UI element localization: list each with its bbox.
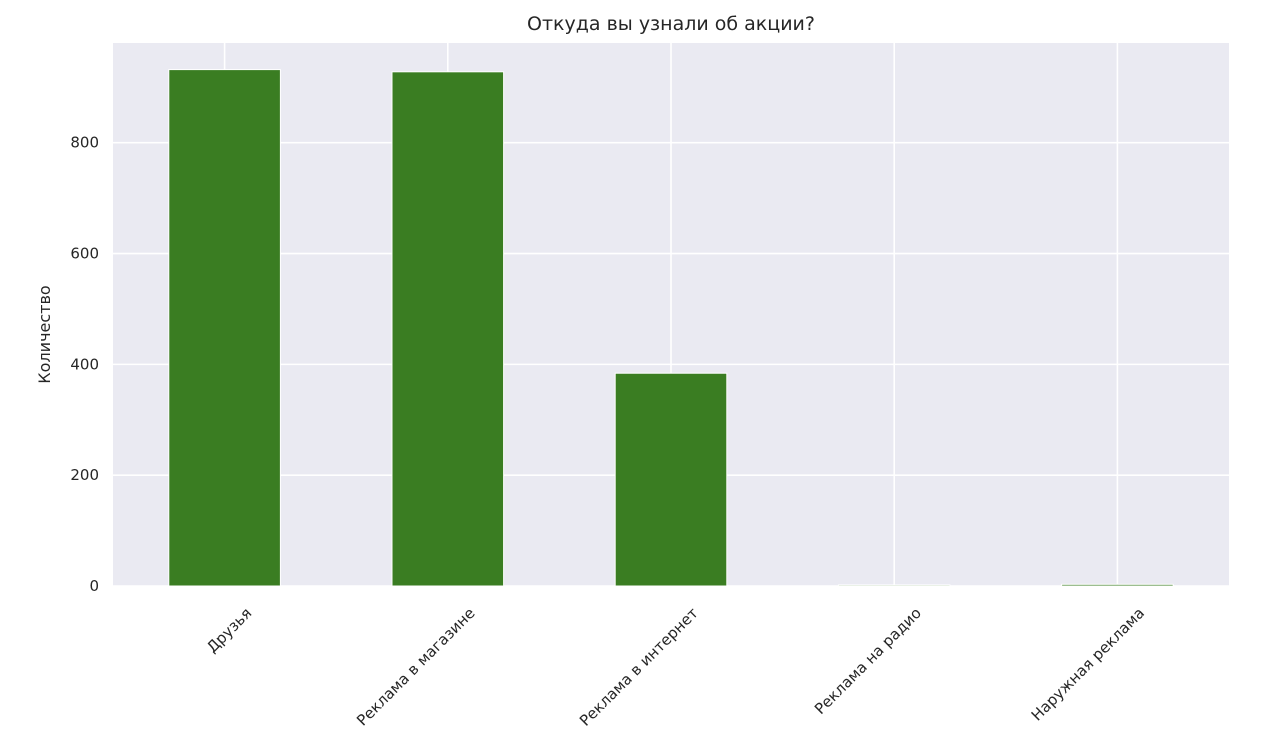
x-tick-label: Реклама в магазине [353, 604, 478, 729]
y-tick-label: 600 [70, 245, 99, 263]
y-axis-label: Количество [35, 285, 54, 383]
bar [168, 69, 281, 587]
y-tick-label: 200 [70, 466, 99, 484]
chart-title: Откуда вы узнали об акции? [527, 13, 815, 35]
y-tick-label: 400 [70, 355, 99, 373]
bar [614, 372, 728, 587]
x-axis-ticks: Друзья Реклама в магазине Реклама в интерн… [203, 604, 1148, 730]
bar [391, 71, 505, 587]
y-tick-label: 800 [70, 134, 99, 152]
x-tick-label: Друзья [203, 604, 255, 656]
bars [168, 69, 1174, 587]
x-tick-label: Наружная реклама [1028, 604, 1148, 724]
bar [1061, 583, 1174, 587]
y-tick-label: 0 [89, 577, 99, 595]
bar [837, 584, 951, 587]
x-tick-label: Реклама в интернет [576, 604, 702, 730]
y-axis-ticks: 0 200 400 600 800 [70, 134, 99, 595]
x-tick-label: Реклама на радио [811, 604, 925, 718]
